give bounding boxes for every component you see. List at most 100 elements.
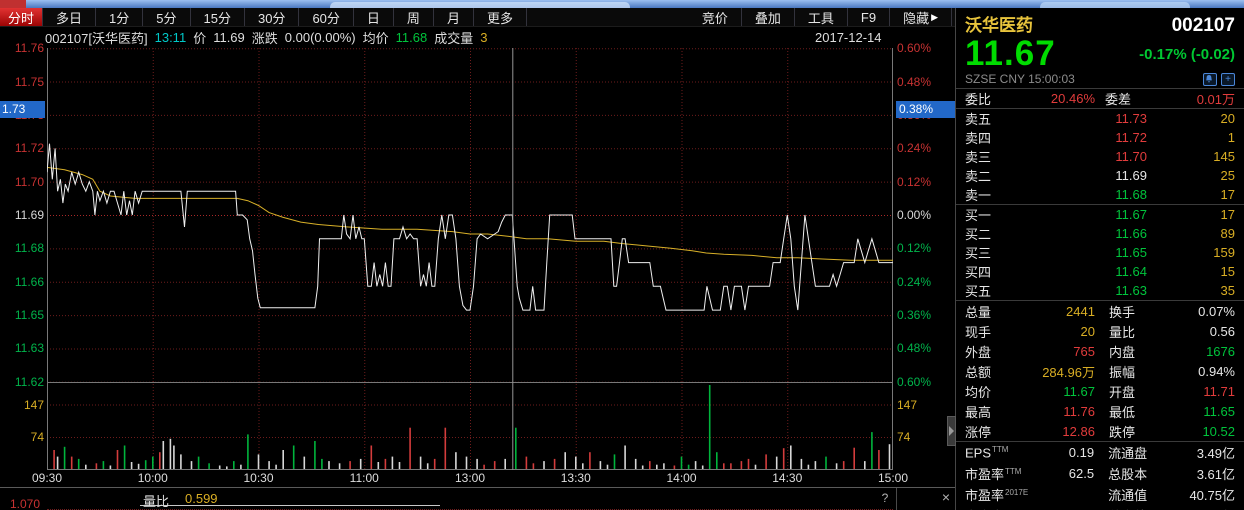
stat-value: 11.67 bbox=[1063, 383, 1095, 399]
window-tab-fragment bbox=[1040, 2, 1190, 8]
fundamental-row: EPSTTM 0.19 流通盘 3.49亿 bbox=[956, 442, 1244, 463]
chevron-right-icon: ▶ bbox=[931, 11, 938, 22]
fundamental-value: 3.61亿 bbox=[1196, 467, 1235, 482]
action-F9[interactable]: F9 bbox=[848, 8, 891, 26]
buy-row: 买二 11.66 89 bbox=[956, 224, 1244, 243]
action-隐藏[interactable]: 隐藏 ▶ bbox=[890, 8, 952, 26]
sell-row: 卖四 11.72 1 bbox=[956, 128, 1244, 147]
crosshair-time: 13:11 bbox=[154, 30, 187, 45]
sell-price: 11.72 bbox=[1115, 130, 1147, 145]
fundamental-label: 流通盘 bbox=[1108, 446, 1148, 461]
volume-bar bbox=[553, 458, 556, 469]
volume-bar bbox=[359, 458, 362, 469]
volume-bar bbox=[455, 452, 457, 469]
percent-axis-label: 147 bbox=[897, 397, 918, 412]
volume-bar bbox=[814, 461, 817, 469]
buy-qty: 17 bbox=[1220, 207, 1235, 222]
stat-label: 最低 bbox=[1108, 404, 1135, 420]
stats-row: 最高 11.76 最低 11.65 bbox=[956, 401, 1244, 421]
period-toolbar: 分时 多日 1分 5分 15分 30分 60分日周月更多 竞价 叠加 工具 F9 隐藏 ▶ bbox=[0, 8, 1244, 27]
volume-bar bbox=[723, 463, 725, 469]
stats-section: 总量 2441 换手 0.07% 现手 20 量比 0.56 外盘 765 内盘 1676 总额 284.… bbox=[956, 301, 1244, 442]
help-icon[interactable]: ? bbox=[881, 491, 889, 505]
tab-分时[interactable]: 分时 bbox=[0, 8, 44, 26]
price-axis-label: 11.72 bbox=[14, 141, 44, 156]
volume-bar bbox=[775, 456, 778, 469]
sell-row: 卖五 11.73 20 bbox=[956, 109, 1244, 128]
price-axis-label: 11.62 bbox=[14, 374, 44, 389]
sell-price: 11.73 bbox=[1115, 111, 1147, 126]
stock-name: 沃华医药 bbox=[965, 16, 1033, 35]
indicator-label: 量比 bbox=[143, 494, 170, 509]
volume-bar bbox=[233, 461, 235, 469]
volume-bar bbox=[144, 460, 147, 469]
chart-plot[interactable] bbox=[47, 48, 893, 470]
change-value: 0.00(0.00%) bbox=[284, 30, 356, 45]
plus-icon[interactable]: + bbox=[1221, 72, 1235, 86]
volume-bar bbox=[747, 458, 750, 469]
fundamental-label: 市盈率2017E bbox=[965, 487, 1029, 503]
tab-30分[interactable]: 30分 bbox=[245, 8, 300, 26]
volume-bar bbox=[740, 461, 743, 469]
time-label: 13:00 bbox=[454, 471, 486, 485]
sell-price: 11.68 bbox=[1115, 187, 1147, 202]
tab-日[interactable]: 日 bbox=[354, 8, 394, 26]
volume-bar bbox=[218, 465, 221, 469]
tab-1分[interactable]: 1分 bbox=[96, 8, 144, 26]
tab-15分[interactable]: 15分 bbox=[191, 8, 245, 26]
tab-周[interactable]: 周 bbox=[394, 8, 434, 26]
volume-bar bbox=[409, 427, 411, 469]
price-axis-label: 11.70 bbox=[14, 174, 44, 189]
stat-value: 10.52 bbox=[1202, 423, 1235, 439]
volume-bar bbox=[606, 464, 609, 469]
action-叠加[interactable]: 叠加 bbox=[742, 8, 795, 26]
fundamental-row: 市净率LF7.65 总市值42.10亿 bbox=[956, 505, 1244, 510]
buy-price: 11.63 bbox=[1115, 283, 1147, 298]
volume-bar bbox=[807, 464, 810, 469]
volume-bar bbox=[716, 452, 718, 469]
app-logo-fragment bbox=[0, 0, 26, 8]
stat-label: 开盘 bbox=[1108, 384, 1135, 400]
stat-value: 1676 bbox=[1206, 343, 1235, 359]
fundamentals-section: EPSTTM 0.19 流通盘 3.49亿 市盈率TTM 62.5 总股本 3.61亿 市盈率2… bbox=[956, 442, 1244, 510]
volume-bar bbox=[444, 427, 447, 469]
volume-bar bbox=[197, 456, 200, 469]
stat-value: 11.71 bbox=[1203, 383, 1235, 399]
close-icon[interactable]: × bbox=[941, 489, 951, 505]
volume-bar bbox=[292, 445, 295, 469]
percent-axis-label: 0.60% bbox=[897, 374, 932, 389]
volume-bar bbox=[152, 456, 154, 469]
stat-label: 振幅 bbox=[1108, 364, 1135, 380]
volume-bar bbox=[504, 458, 506, 469]
fundamental-label: 市盈率TTM bbox=[965, 466, 1022, 482]
tab-5分[interactable]: 5分 bbox=[143, 8, 191, 26]
weicha-label: 委差 bbox=[1105, 92, 1132, 107]
stat-value: 11.76 bbox=[1063, 403, 1095, 419]
volume-bar bbox=[95, 463, 98, 469]
tab-60分[interactable]: 60分 bbox=[299, 8, 354, 26]
volume-bar bbox=[426, 463, 429, 469]
fundamental-value: 40.75亿 bbox=[1189, 488, 1235, 503]
volume-bar bbox=[624, 445, 626, 469]
time-label: 14:30 bbox=[772, 471, 803, 485]
tab-更多[interactable]: 更多 bbox=[474, 8, 527, 26]
fundamental-label: 市净率LF bbox=[965, 506, 1039, 510]
sell-label: 卖三 bbox=[965, 150, 992, 165]
action-竞价[interactable]: 竞价 bbox=[689, 8, 742, 26]
tab-月[interactable]: 月 bbox=[434, 8, 474, 26]
action-工具[interactable]: 工具 bbox=[795, 8, 848, 26]
tab-多日[interactable]: 多日 bbox=[43, 8, 97, 26]
intraday-chart[interactable]: 1.73 0.38% 11.7611.7511.7311.7211.7011.6… bbox=[0, 41, 955, 470]
window-tab-fragment bbox=[330, 2, 630, 8]
alert-bell-icon[interactable] bbox=[1203, 72, 1217, 86]
volume-bar bbox=[123, 445, 126, 469]
stat-label: 跌停 bbox=[1108, 424, 1135, 440]
panel-splitter-handle[interactable] bbox=[947, 416, 956, 446]
percent-axis-label: 74 bbox=[897, 430, 911, 445]
volume-bar bbox=[687, 464, 690, 469]
percent-axis-label: 0.00% bbox=[897, 208, 932, 222]
volume-bar bbox=[782, 448, 785, 469]
superscript: 2017E bbox=[1005, 487, 1029, 497]
buy-qty: 89 bbox=[1220, 226, 1235, 241]
volume-bar bbox=[63, 446, 66, 469]
